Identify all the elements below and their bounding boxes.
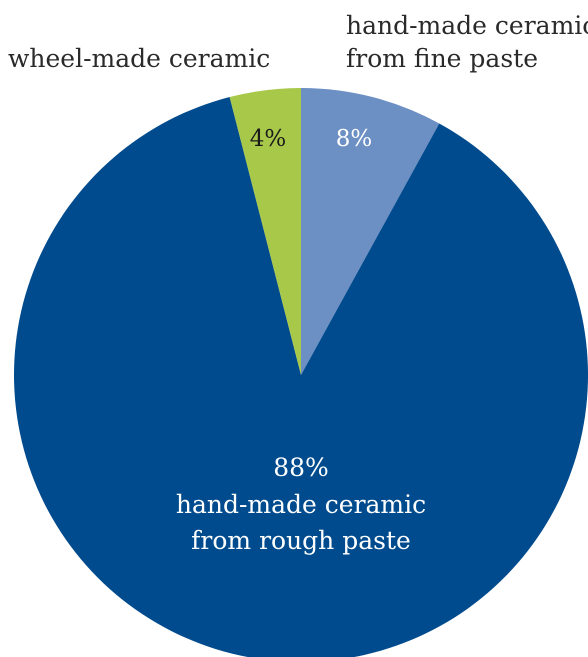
value-label-rough-paste: 88%	[273, 453, 329, 482]
category-label-wheel-made: wheel-made ceramic	[8, 44, 270, 73]
pie-slice-wheel-made-ceramic	[229, 88, 301, 375]
value-label-wheel-made: 4%	[250, 126, 287, 152]
category-label-fine-paste-line-2: from fine paste	[346, 44, 538, 73]
category-label-fine-paste-line-1: hand-made ceramic	[346, 11, 588, 40]
pie-slice-hand-made-ceramic-from-fine-paste	[301, 88, 440, 375]
category-label-rough-paste-line-1: hand-made ceramic	[176, 490, 426, 519]
value-label-fine-paste: 8%	[336, 126, 373, 152]
pie-slices	[14, 88, 588, 657]
pie-slice-hand-made-ceramic-from-rough-paste	[14, 97, 588, 657]
category-label-rough-paste-line-2: from rough paste	[191, 526, 411, 555]
